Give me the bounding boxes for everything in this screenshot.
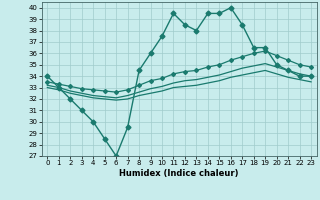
X-axis label: Humidex (Indice chaleur): Humidex (Indice chaleur) <box>119 169 239 178</box>
